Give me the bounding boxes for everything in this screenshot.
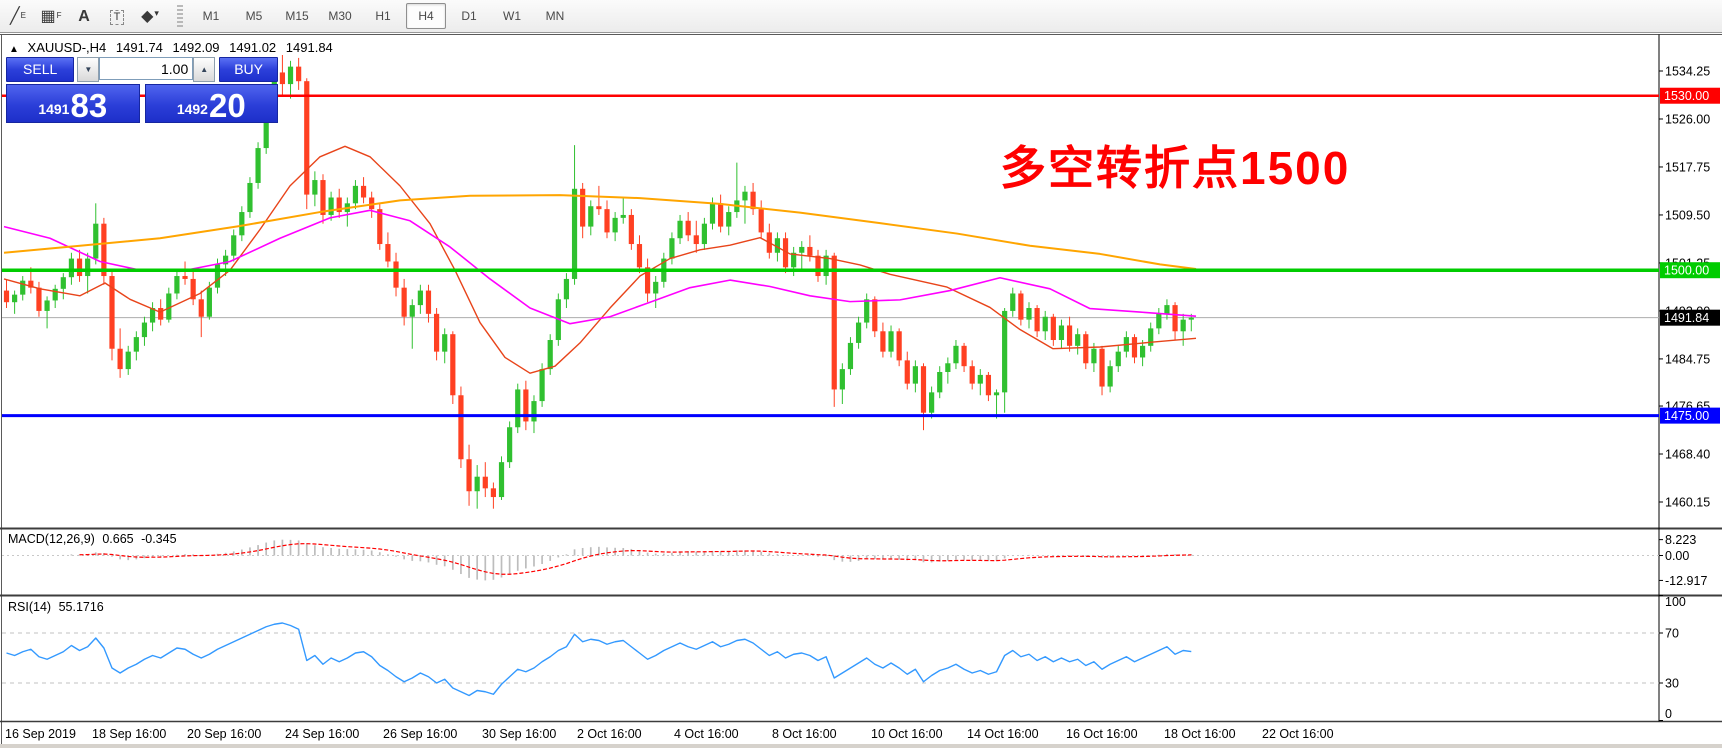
fibonacci-grid-icon[interactable]: ▦ F [40, 8, 62, 25]
svg-text:16 Sep 2019: 16 Sep 2019 [5, 727, 76, 741]
chart-header: ▲ XAUUSD-,H4 1491.74 1492.09 1491.02 149… [9, 40, 339, 55]
volume-decrease-button[interactable]: ▼ [77, 57, 100, 82]
macd-value-signal: -0.345 [141, 532, 177, 546]
rsi-value: 55.1716 [58, 600, 104, 614]
svg-text:1526.00: 1526.00 [1665, 112, 1710, 126]
chart-frame [0, 34, 1722, 744]
sell-price-big: 83 [70, 86, 108, 124]
svg-text:1484.75: 1484.75 [1665, 352, 1710, 366]
buy-price-button[interactable]: 1492 20 [144, 84, 278, 124]
time-axis[interactable]: 16 Sep 2019 18 Sep 16:00 20 Sep 16:00 24 Se… [5, 727, 1334, 741]
svg-text:18 Oct 16:00: 18 Oct 16:00 [1164, 727, 1236, 741]
pivot-line-1500-badge: 1500.00 [1660, 262, 1720, 279]
svg-text:24 Sep 16:00: 24 Sep 16:00 [285, 727, 359, 741]
macd-name: MACD(12,26,9) [8, 532, 95, 546]
svg-text:1534.25: 1534.25 [1665, 65, 1710, 79]
svg-text:1491.84: 1491.84 [1664, 311, 1709, 325]
svg-text:0: 0 [1665, 707, 1672, 721]
volume-input[interactable] [99, 57, 194, 80]
buy-button[interactable]: BUY [219, 57, 279, 82]
ma-slow-line [3, 194, 1197, 271]
annotation-text: 多空转折点1500 [1000, 142, 1351, 194]
ohlc-low: 1491.02 [229, 40, 277, 55]
text-label-icon[interactable]: A [78, 8, 90, 25]
svg-text:30: 30 [1665, 677, 1679, 691]
svg-text:1530.00: 1530.00 [1664, 89, 1709, 103]
macd-value-main: 0.665 [102, 532, 134, 546]
ma-mid-line [3, 209, 1197, 325]
candlesticks [3, 55, 1194, 509]
arrow-objects-icon[interactable]: ◆ ▾ [141, 8, 159, 25]
svg-text:8 Oct 16:00: 8 Oct 16:00 [772, 727, 837, 741]
toolbar-drawing-tools: ╱ E ▦ F A T ◆ ▾ [0, 4, 165, 28]
timeframe-button-m1[interactable]: M1 [202, 9, 220, 23]
bottom-strip [0, 744, 1722, 748]
price-axis[interactable]: 1534.251526.001517.751509.501501.251493.… [1659, 65, 1710, 510]
svg-text:1500.00: 1500.00 [1664, 264, 1709, 278]
rsi-name: RSI(14) [8, 600, 52, 614]
svg-text:22 Oct 16:00: 22 Oct 16:00 [1262, 727, 1334, 741]
svg-text:30 Sep 16:00: 30 Sep 16:00 [482, 727, 556, 741]
volume-increase-button[interactable]: ▲ [193, 57, 216, 82]
resistance-line-1530-badge: 1530.00 [1660, 87, 1720, 104]
ohlc-high: 1492.09 [172, 40, 220, 55]
svg-text:2 Oct 16:00: 2 Oct 16:00 [577, 727, 642, 741]
buy-price-small: 1492 [176, 101, 208, 117]
toolbar-grip[interactable] [177, 5, 183, 27]
svg-text:1460.15: 1460.15 [1665, 496, 1710, 510]
svg-text:14 Oct 16:00: 14 Oct 16:00 [967, 727, 1039, 741]
timeframe-button-h4[interactable]: H4 [406, 3, 446, 29]
rsi-indicator-label: RSI(14) 55.1716 [8, 600, 108, 614]
svg-text:18 Sep 16:00: 18 Sep 16:00 [92, 727, 166, 741]
svg-text:20 Sep 16:00: 20 Sep 16:00 [187, 727, 261, 741]
macd-panel: 8.223 0.00 -12.917 [2, 533, 1707, 588]
svg-text:70: 70 [1665, 627, 1679, 641]
rsi-panel: 100 70 30 0 [2, 595, 1686, 721]
current-price-line-badge: 1491.84 [1660, 309, 1720, 326]
sell-price-button[interactable]: 1491 83 [6, 84, 140, 123]
buy-price-big: 20 [208, 86, 246, 124]
timeframe-button-m15[interactable]: M15 [285, 9, 309, 23]
one-click-trading-panel: SELL ▼ ▲ BUY 1491 83 1492 20 [6, 57, 279, 124]
svg-text:-12.917: -12.917 [1665, 574, 1707, 588]
svg-text:1509.50: 1509.50 [1665, 208, 1710, 222]
timeframe-button-mn[interactable]: MN [545, 9, 565, 23]
support-line-1475-badge: 1475.00 [1660, 407, 1720, 424]
timeframe-button-h1[interactable]: H1 [375, 9, 391, 23]
timeframe-button-w1[interactable]: W1 [503, 9, 521, 23]
timeframe-button-m5[interactable]: M5 [245, 9, 263, 23]
macd-indicator-label: MACD(12,26,9) 0.665 -0.345 [8, 532, 181, 546]
ohlc-open: 1491.74 [115, 40, 163, 55]
svg-text:10 Oct 16:00: 10 Oct 16:00 [871, 727, 943, 741]
svg-text:0.00: 0.00 [1665, 549, 1689, 563]
text-box-icon[interactable]: T [102, 4, 132, 28]
ma-fast-line [3, 145, 1197, 374]
timeframe-button-group: M1 M5 M15 M30 H1 H4 D1 W1 MN [191, 3, 578, 29]
svg-text:8.223: 8.223 [1665, 533, 1696, 547]
timeframe-button-m30[interactable]: M30 [328, 9, 352, 23]
timeframe-button-d1[interactable]: D1 [461, 9, 477, 23]
svg-text:26 Sep 16:00: 26 Sep 16:00 [383, 727, 457, 741]
symbol-period-label: XAUUSD-,H4 [27, 40, 107, 55]
svg-text:100: 100 [1665, 595, 1686, 609]
svg-text:1475.00: 1475.00 [1664, 409, 1709, 423]
svg-text:16 Oct 16:00: 16 Oct 16:00 [1066, 727, 1138, 741]
toolbar: ╱ E ▦ F A T ◆ ▾ M1 M5 M15 M30 H1 H4 D1 W1 MN [0, 0, 1722, 33]
svg-text:1468.40: 1468.40 [1665, 448, 1710, 462]
svg-text:1517.75: 1517.75 [1665, 160, 1710, 174]
collapse-arrow-icon[interactable]: ▲ [9, 44, 19, 55]
price-badges: 1530.00 1500.00 1475.00 1491.84 [1660, 87, 1720, 424]
channel-lines-icon[interactable]: ╱ E [10, 8, 26, 25]
sell-price-small: 1491 [38, 101, 70, 117]
svg-text:4 Oct 16:00: 4 Oct 16:00 [674, 727, 739, 741]
sell-button[interactable]: SELL [6, 57, 75, 82]
ohlc-close: 1491.84 [285, 40, 333, 55]
